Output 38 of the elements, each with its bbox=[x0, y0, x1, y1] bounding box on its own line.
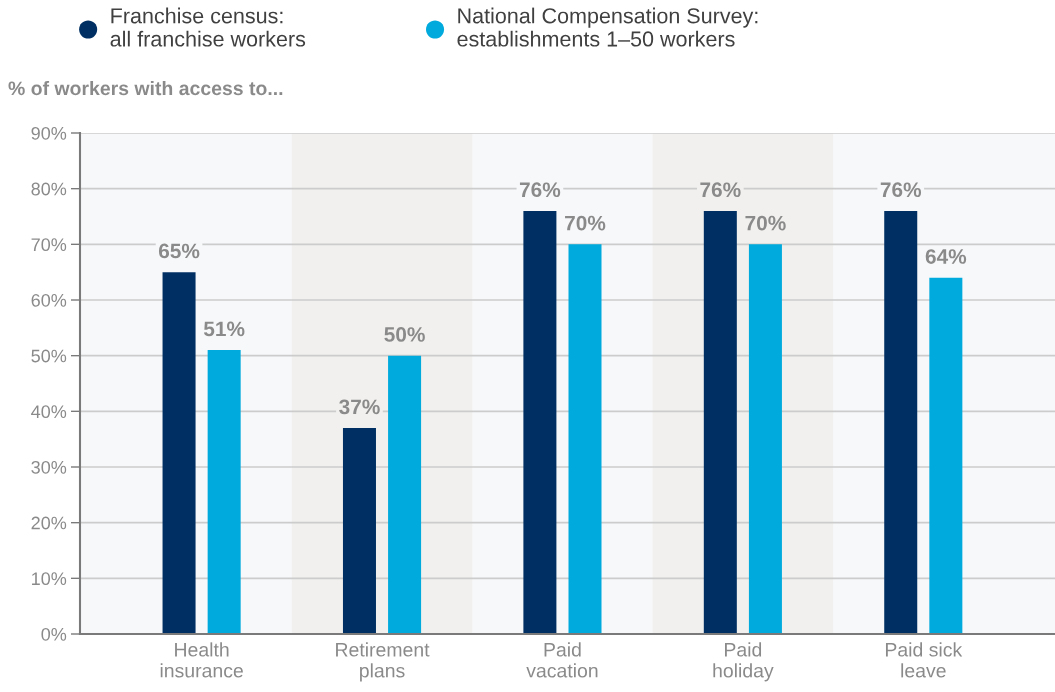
bar bbox=[929, 277, 963, 634]
y-tick-label: 70% bbox=[31, 238, 67, 252]
data-label: 65% bbox=[158, 243, 200, 259]
data-label: 76% bbox=[519, 182, 561, 198]
y-axis-title: % of workers with access to... bbox=[8, 80, 283, 96]
y-tick-label: 10% bbox=[32, 572, 67, 586]
bar bbox=[388, 355, 422, 634]
bar bbox=[748, 244, 782, 634]
legend-label: National Compensation Survey: establishments 1–50 workers bbox=[457, 7, 758, 47]
data-label: 50% bbox=[384, 327, 425, 342]
y-tick-label: 0% bbox=[41, 627, 67, 641]
y-tick-label: 60% bbox=[31, 293, 67, 307]
bar bbox=[568, 244, 602, 634]
bar bbox=[342, 428, 376, 634]
data-label: 64% bbox=[925, 249, 967, 264]
y-tick-label: 30% bbox=[31, 460, 67, 474]
data-label: 37% bbox=[339, 399, 380, 415]
x-tick-label: Paid sick leave bbox=[885, 642, 963, 678]
x-tick-label: Retirement plans bbox=[336, 642, 430, 682]
bar bbox=[884, 210, 918, 634]
y-tick-label: 90% bbox=[31, 126, 67, 140]
data-label: 70% bbox=[565, 215, 606, 231]
y-tick-label: 40% bbox=[31, 405, 67, 419]
legend-label: Franchise census: all franchise workers bbox=[110, 7, 306, 47]
y-tick-label: 80% bbox=[31, 182, 67, 196]
bar bbox=[703, 210, 737, 634]
y-tick-label: 20% bbox=[31, 516, 67, 530]
y-tick-label: 50% bbox=[31, 349, 67, 363]
data-label: 76% bbox=[880, 182, 922, 198]
bar bbox=[523, 210, 557, 634]
bar bbox=[162, 272, 196, 634]
x-tick-label: Health insurance bbox=[160, 642, 243, 678]
data-label: 70% bbox=[745, 215, 786, 231]
data-label: 51% bbox=[203, 321, 245, 337]
x-tick-label: Paid vacation bbox=[526, 642, 598, 678]
x-tick-label: Paid holiday bbox=[713, 642, 774, 682]
bar bbox=[207, 350, 241, 634]
data-label: 76% bbox=[700, 182, 741, 198]
